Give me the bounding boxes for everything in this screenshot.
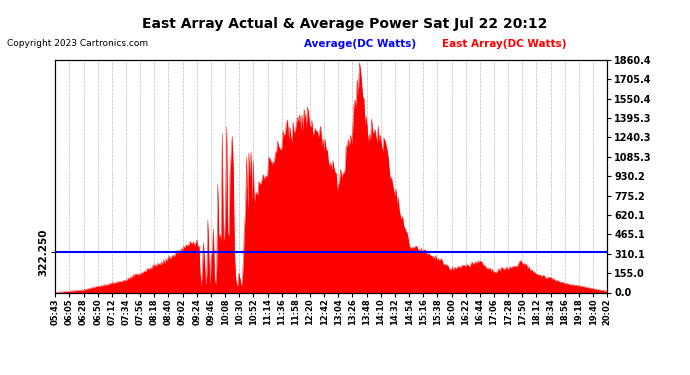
- Text: East Array Actual & Average Power Sat Jul 22 20:12: East Array Actual & Average Power Sat Ju…: [142, 17, 548, 31]
- Text: Average(DC Watts): Average(DC Watts): [304, 39, 415, 50]
- Text: East Array(DC Watts): East Array(DC Watts): [442, 39, 566, 50]
- Text: Copyright 2023 Cartronics.com: Copyright 2023 Cartronics.com: [7, 39, 148, 48]
